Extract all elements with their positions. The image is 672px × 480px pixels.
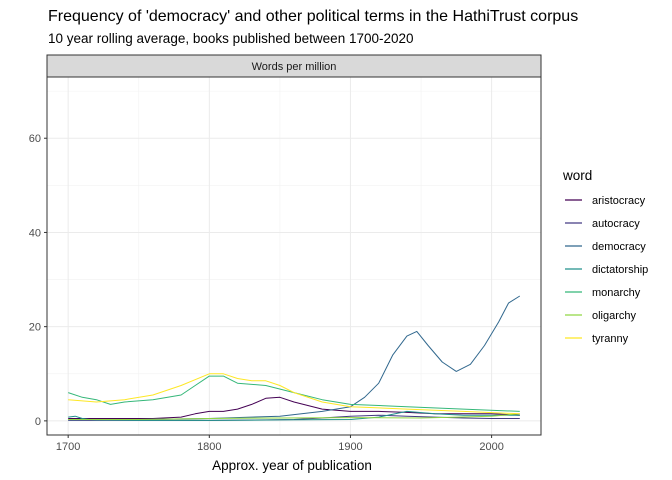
series-line-tyranny xyxy=(68,373,520,415)
y-tick-label: 0 xyxy=(35,416,41,428)
chart-title: Frequency of 'democracy' and other polit… xyxy=(48,8,579,25)
legend: word aristocracy autocracy democracy dictat… xyxy=(562,168,648,345)
series-line-aristocracy xyxy=(68,396,520,419)
legend-label-oligarchy: oligarchy xyxy=(592,310,637,322)
grid-major xyxy=(47,77,541,435)
grid-minor xyxy=(47,77,541,435)
series-line-dictatorship xyxy=(68,410,520,421)
y-tick-label: 60 xyxy=(29,133,41,145)
series-layer xyxy=(68,295,521,421)
y-tick-label: 20 xyxy=(29,322,41,334)
legend-label-aristocracy: aristocracy xyxy=(592,195,646,207)
x-tick-label: 1900 xyxy=(338,441,362,453)
legend-title: word xyxy=(562,168,592,183)
legend-label-monarchy: monarchy xyxy=(592,287,641,299)
legend-label-tyranny: tyranny xyxy=(592,333,629,345)
panel-border xyxy=(46,76,542,436)
legend-label-democracy: democracy xyxy=(592,241,646,253)
series-line-oligarchy xyxy=(68,413,520,420)
x-axis: 1700 1800 1900 2000 xyxy=(56,435,504,453)
chart-subtitle: 10 year rolling average, books published… xyxy=(48,31,414,46)
x-tick-label: 2000 xyxy=(479,441,503,453)
x-tick-label: 1800 xyxy=(197,441,221,453)
series-line-democracy xyxy=(68,295,521,421)
y-axis: 0 20 40 60 xyxy=(29,133,47,428)
x-tick-label: 1700 xyxy=(56,441,80,453)
x-axis-title: Approx. year of publication xyxy=(212,458,372,473)
y-tick-label: 40 xyxy=(29,227,41,239)
facet-label: Words per million xyxy=(252,61,337,73)
legend-label-autocracy: autocracy xyxy=(592,218,640,230)
series-line-monarchy xyxy=(68,375,520,412)
legend-label-dictatorship: dictatorship xyxy=(592,264,648,276)
